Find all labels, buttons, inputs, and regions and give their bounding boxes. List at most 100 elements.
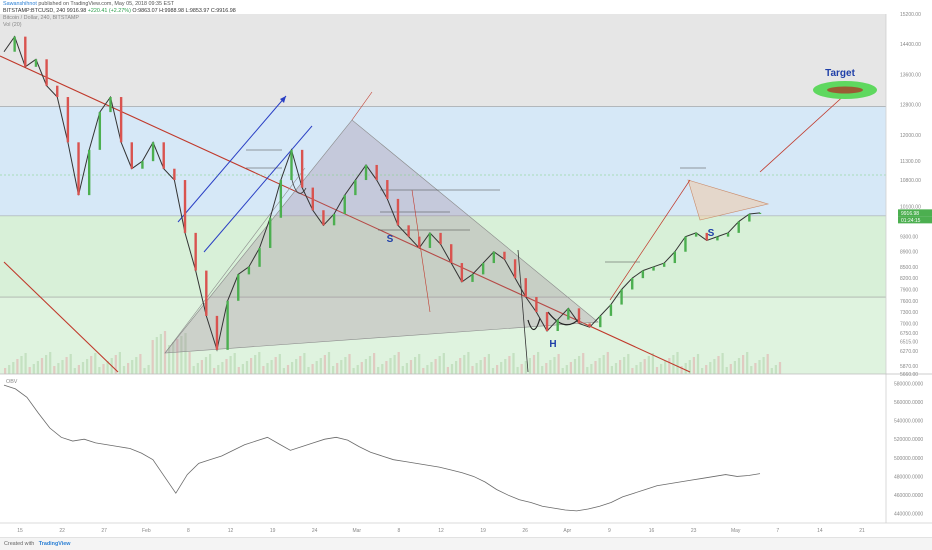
volume-bar bbox=[127, 363, 130, 374]
volume-bar bbox=[553, 357, 556, 374]
candle bbox=[226, 300, 229, 350]
candle bbox=[694, 232, 698, 237]
author-name[interactable]: Sawanshihnot bbox=[3, 1, 37, 7]
time-tick-label: 9 bbox=[608, 528, 611, 534]
candle bbox=[662, 263, 666, 267]
time-tick-label: 16 bbox=[649, 528, 655, 534]
candle bbox=[109, 97, 112, 113]
timer-tag bbox=[898, 216, 932, 224]
volume-bar bbox=[192, 366, 195, 374]
volume-bar bbox=[586, 367, 589, 374]
volume-bar bbox=[377, 367, 380, 374]
lower-trendline bbox=[3, 261, 119, 373]
volume-bar bbox=[299, 356, 302, 374]
candle bbox=[726, 232, 730, 237]
left-shoulder-curve bbox=[291, 179, 307, 194]
volume-bar bbox=[602, 355, 605, 374]
volume-bar bbox=[520, 364, 523, 374]
volume-bar bbox=[549, 360, 552, 374]
volume-bar bbox=[664, 361, 667, 374]
target-projection bbox=[759, 91, 849, 173]
volume-bar bbox=[623, 357, 626, 374]
volume-bar bbox=[504, 359, 507, 374]
volume-bar bbox=[668, 358, 671, 374]
chart-canvas: 15200.00 14400.00 13600.00 12800.00 12000.00… bbox=[0, 12, 932, 534]
volume-bar bbox=[16, 359, 19, 374]
volume-bar bbox=[631, 368, 634, 374]
candle bbox=[705, 232, 708, 241]
volume-bar bbox=[729, 364, 732, 374]
candle bbox=[396, 198, 400, 226]
volume-bar bbox=[450, 364, 454, 374]
volume-bar bbox=[619, 360, 622, 374]
tradingview-logo[interactable]: TradingView bbox=[38, 541, 71, 547]
volume-bar bbox=[295, 359, 298, 374]
volume-bar bbox=[217, 365, 220, 374]
candle bbox=[343, 195, 346, 214]
candle bbox=[748, 214, 751, 222]
volume-bar bbox=[569, 362, 572, 374]
volume-label: Vol (20) bbox=[3, 22, 22, 28]
price-tick-label: 6750.00 bbox=[900, 331, 918, 337]
candle bbox=[332, 214, 336, 226]
candle bbox=[631, 278, 634, 290]
time-tick-label: 23 bbox=[691, 528, 697, 534]
candle bbox=[119, 97, 123, 143]
candle bbox=[151, 142, 155, 162]
obv-tick-label: 580000.0000 bbox=[894, 381, 923, 387]
candle bbox=[141, 161, 144, 169]
volume-bar bbox=[742, 355, 745, 374]
channel-upper bbox=[177, 95, 287, 223]
price-tick-label: 5870.00 bbox=[900, 364, 918, 370]
volume-bar bbox=[405, 363, 408, 374]
candle bbox=[215, 315, 219, 350]
volume-bar bbox=[291, 362, 294, 374]
volume-bar bbox=[323, 355, 326, 374]
time-tick-label: 22 bbox=[59, 528, 65, 534]
price-tick-label: 11300.00 bbox=[900, 159, 921, 165]
volume-bar bbox=[139, 354, 142, 374]
candle bbox=[503, 251, 506, 260]
volume-bar bbox=[467, 352, 470, 374]
volume-bar bbox=[282, 368, 285, 374]
obv-tick-label: 540000.0000 bbox=[894, 419, 923, 425]
channel-arrow-head bbox=[280, 96, 286, 103]
created-with-text: Created with bbox=[4, 541, 35, 547]
volume-bar bbox=[750, 366, 753, 374]
volume-bar bbox=[614, 363, 618, 374]
volume-bar bbox=[688, 360, 691, 374]
volume-bar bbox=[172, 342, 175, 374]
price-line bbox=[3, 35, 762, 352]
candle bbox=[524, 278, 527, 298]
volume-bar bbox=[717, 356, 720, 374]
time-tick-label: 8 bbox=[398, 528, 401, 534]
projection-arrow-3 bbox=[517, 249, 529, 373]
candle bbox=[684, 236, 687, 252]
candle bbox=[609, 304, 613, 316]
price-tick-label: 7000.00 bbox=[900, 321, 918, 327]
volume-bar bbox=[397, 352, 400, 374]
candle bbox=[758, 212, 762, 214]
volume-bar bbox=[414, 357, 417, 374]
volume-bar bbox=[258, 352, 261, 374]
volume-bar bbox=[639, 362, 642, 374]
volume-bar bbox=[561, 368, 564, 374]
symbol: BITSTAMP:BTCUSD, 240 bbox=[3, 8, 66, 14]
candle bbox=[577, 308, 581, 324]
candle bbox=[620, 289, 623, 305]
volume-bar bbox=[262, 366, 265, 374]
volume-bar bbox=[118, 352, 121, 374]
volume-bar bbox=[57, 363, 60, 374]
annotation-label: S bbox=[387, 234, 394, 245]
volume-bar bbox=[684, 363, 687, 374]
obv-tick-label: 480000.0000 bbox=[894, 474, 923, 480]
candle bbox=[205, 270, 208, 316]
candle bbox=[237, 274, 240, 301]
volume-bar bbox=[250, 358, 253, 374]
volume-bar bbox=[36, 361, 39, 374]
volume-bar bbox=[61, 360, 64, 374]
volume-bar bbox=[705, 365, 708, 374]
volume-bar bbox=[163, 331, 167, 374]
price-tick-label: 7900.00 bbox=[900, 287, 918, 293]
